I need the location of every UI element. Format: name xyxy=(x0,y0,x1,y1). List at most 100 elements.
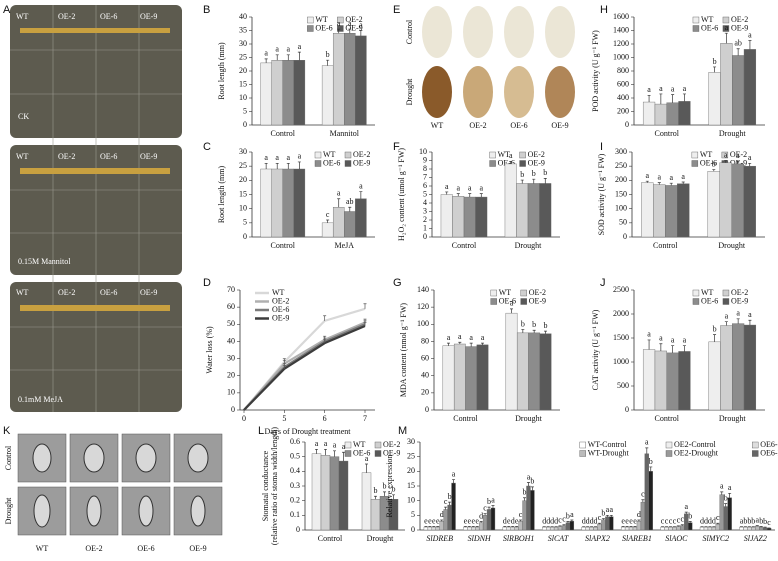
y-tick-label: 80 xyxy=(421,336,429,345)
significance-letter: a xyxy=(725,312,729,321)
legend-label: OE6-Drought xyxy=(760,448,778,457)
y-tick-label: 1000 xyxy=(613,52,629,61)
bar xyxy=(719,162,732,238)
x-axis-label: Days of Drought treatment xyxy=(265,427,352,436)
error-bar xyxy=(647,339,651,350)
significance-letter: a xyxy=(725,23,729,32)
panel-letter: C xyxy=(203,141,211,153)
significance-letter: d xyxy=(440,510,444,519)
significance-letter: a xyxy=(647,330,651,339)
error-bar xyxy=(724,321,728,326)
panel-letter: G xyxy=(393,277,402,289)
y-tick-label: 30 xyxy=(227,353,235,362)
legend-label: OE2-Drought xyxy=(674,448,719,457)
significance-letter: a xyxy=(275,45,279,54)
bar xyxy=(527,183,540,238)
genotype-label: WT xyxy=(431,121,444,130)
genotype-label: OE-9 xyxy=(189,544,206,553)
bar xyxy=(636,521,642,531)
x-tick-label: SlAOC xyxy=(665,534,688,543)
error-bar xyxy=(383,491,386,497)
y-tick-label: 2 xyxy=(423,215,427,224)
significance-letter: b xyxy=(713,57,717,66)
bar xyxy=(467,526,472,531)
legend-label: OE-2 xyxy=(731,15,748,24)
error-bar xyxy=(282,365,286,369)
bar xyxy=(743,49,757,126)
legend-swatch xyxy=(519,151,526,159)
significance-letter: a xyxy=(657,172,661,181)
genotype-label: OE-6 xyxy=(100,288,117,297)
error-bar xyxy=(763,526,767,528)
y-tick-label: 5 xyxy=(411,510,415,519)
genotype-label: OE-2 xyxy=(469,121,486,130)
y-axis-label: Relative expression xyxy=(385,455,394,518)
row-label: Drought xyxy=(4,497,13,524)
legend-swatch xyxy=(344,441,352,449)
bar xyxy=(321,65,334,126)
significance-letter: c xyxy=(716,513,720,522)
significance-letter: c xyxy=(483,503,487,512)
error-bar xyxy=(713,334,717,342)
error-bar xyxy=(264,58,268,63)
y-axis-label: (relative ratio of stoma width/length) xyxy=(270,427,279,546)
significance-letter: d xyxy=(550,517,554,526)
significance-letter: b xyxy=(520,170,524,179)
significance-letter: e xyxy=(471,516,475,525)
significance-letter: a xyxy=(681,172,685,181)
significance-letter: e xyxy=(432,516,436,525)
bar xyxy=(478,522,484,531)
significance-letter: e xyxy=(468,516,472,525)
significance-letter: ab xyxy=(734,39,742,48)
significance-letter: a xyxy=(736,151,740,160)
legend-swatch xyxy=(691,160,699,167)
bar xyxy=(293,60,306,126)
bar xyxy=(632,526,638,531)
significance-letter: b xyxy=(759,516,763,525)
significance-letter: a xyxy=(646,171,650,180)
significance-letter: c xyxy=(677,516,681,525)
x-tick-label: Drought xyxy=(719,129,746,138)
significance-letter: a xyxy=(359,20,363,29)
significance-letter: e xyxy=(436,516,440,525)
significance-letter: b xyxy=(747,517,751,526)
legend-swatch xyxy=(337,16,344,24)
legend-swatch xyxy=(722,298,730,305)
y-tick-label: 0 xyxy=(243,120,247,129)
significance-letter: a xyxy=(365,454,369,463)
y-tick-label: 60 xyxy=(421,353,429,362)
bar xyxy=(699,526,705,531)
y-tick-label: 140 xyxy=(417,285,429,294)
error-bar xyxy=(452,479,456,484)
genotype-label: WT xyxy=(36,544,49,553)
legend-label: OE-2 xyxy=(353,150,370,159)
legend-label: OE2-Control xyxy=(674,440,717,449)
legend-swatch xyxy=(752,441,759,449)
legend-swatch xyxy=(692,16,700,24)
error-bar xyxy=(444,506,448,510)
error-bar xyxy=(659,343,663,351)
y-tick-label: 30 xyxy=(239,39,247,48)
y-tick-label: 0 xyxy=(425,405,429,414)
line xyxy=(243,307,366,411)
error-bar xyxy=(712,169,716,172)
significance-letter: d xyxy=(479,511,483,520)
y-tick-label: 100 xyxy=(417,319,429,328)
bar xyxy=(329,456,340,531)
x-tick-label: Control xyxy=(655,414,680,423)
error-bar xyxy=(323,315,327,321)
x-tick-label: SlJAZ2 xyxy=(744,534,767,543)
bar xyxy=(640,501,646,531)
significance-letter: b xyxy=(374,486,378,495)
y-tick-label: 0.1 xyxy=(290,510,300,519)
panel-letter: M xyxy=(398,425,407,437)
legend-label: OE6-Control xyxy=(760,440,778,449)
significance-letter: a xyxy=(683,336,687,345)
x-tick-label: 0 xyxy=(242,414,246,423)
legend-swatch xyxy=(520,289,527,297)
bar xyxy=(707,526,713,531)
bar xyxy=(678,101,691,126)
error-bar xyxy=(392,494,395,500)
bar xyxy=(260,62,272,126)
legend-swatch xyxy=(314,151,322,159)
